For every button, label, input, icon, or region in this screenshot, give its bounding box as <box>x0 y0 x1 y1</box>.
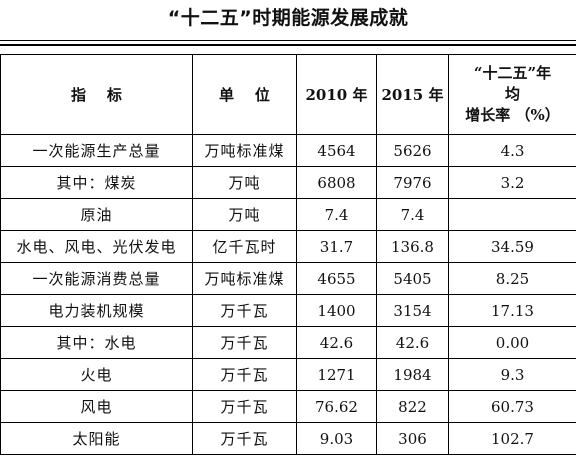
table-row: 一次能源消费总量 万吨标准煤 4655 5405 8.25 <box>0 262 576 295</box>
cell-value-2010: 42.6 <box>296 326 377 359</box>
cell-indicator: 一次能源生产总量 <box>0 134 193 167</box>
cell-value-2010: 4564 <box>296 134 377 167</box>
cell-value-2010: 76.62 <box>296 390 377 423</box>
cell-value-2010: 31.7 <box>296 230 377 263</box>
page-title: “十二五”时期能源发展成就 <box>167 7 409 29</box>
cell-indicator: 电力装机规模 <box>0 294 193 327</box>
header-unit: 单 位 <box>192 54 297 135</box>
table-row: 电力装机规模 万千瓦 1400 3154 17.13 <box>0 294 576 327</box>
cell-unit: 万千瓦 <box>192 422 297 455</box>
header-growth-line1: “十二五”年 <box>473 64 552 82</box>
table-row: 火电 万千瓦 1271 1984 9.3 <box>0 358 576 391</box>
energy-achievements-table: 指 标 单 位 2010 年 2015 年 “十二五”年 均 增长率 （%） 一… <box>0 54 576 455</box>
header-growth-line2: 均 <box>504 85 520 103</box>
cell-unit: 万千瓦 <box>192 294 297 327</box>
cell-value-2015: 136.8 <box>376 230 449 263</box>
cell-growth-rate: 102.7 <box>448 422 576 455</box>
header-indicator: 指 标 <box>0 54 193 135</box>
cell-value-2010: 6808 <box>296 166 377 199</box>
cell-unit: 亿千瓦时 <box>192 230 297 263</box>
table-row: 风电 万千瓦 76.62 822 60.73 <box>0 390 576 423</box>
cell-value-2015: 306 <box>376 422 449 455</box>
cell-growth-rate: 60.73 <box>448 390 576 423</box>
cell-growth-rate: 4.3 <box>448 134 576 167</box>
cell-unit: 万千瓦 <box>192 326 297 359</box>
cell-indicator: 原油 <box>0 198 193 231</box>
header-growth-line3: 增长率 （%） <box>465 106 560 124</box>
cell-indicator: 一次能源消费总量 <box>0 262 193 295</box>
cell-indicator: 其中：水电 <box>0 326 193 359</box>
title-divider-thin <box>0 40 576 41</box>
cell-value-2015: 3154 <box>376 294 449 327</box>
cell-value-2010: 1271 <box>296 358 377 391</box>
header-year-2015: 2015 年 <box>376 54 449 135</box>
cell-value-2010: 7.4 <box>296 198 377 231</box>
cell-unit: 万吨 <box>192 166 297 199</box>
cell-unit: 万吨标准煤 <box>192 262 297 295</box>
cell-unit: 万千瓦 <box>192 390 297 423</box>
table-header-row: 指 标 单 位 2010 年 2015 年 “十二五”年 均 增长率 （%） <box>0 54 576 135</box>
cell-value-2015: 5626 <box>376 134 449 167</box>
cell-value-2015: 5405 <box>376 262 449 295</box>
title-divider-thick <box>0 44 576 46</box>
cell-value-2015: 7976 <box>376 166 449 199</box>
table-row: 原油 万吨 7.4 7.4 <box>0 198 576 231</box>
cell-unit: 万吨标准煤 <box>192 134 297 167</box>
cell-indicator: 风电 <box>0 390 193 423</box>
table-body: 一次能源生产总量 万吨标准煤 4564 5626 4.3 其中：煤炭 万吨 6808 7976 3… <box>0 134 576 455</box>
table-row: 太阳能 万千瓦 9.03 306 102.7 <box>0 422 576 455</box>
cell-growth-rate: 9.3 <box>448 358 576 391</box>
cell-value-2015: 1984 <box>376 358 449 391</box>
header-year-2010: 2010 年 <box>296 54 377 135</box>
cell-growth-rate <box>448 198 576 231</box>
cell-indicator: 太阳能 <box>0 422 193 455</box>
cell-growth-rate: 0.00 <box>448 326 576 359</box>
cell-value-2010: 9.03 <box>296 422 377 455</box>
cell-growth-rate: 8.25 <box>448 262 576 295</box>
table-row: 其中：煤炭 万吨 6808 7976 3.2 <box>0 166 576 199</box>
table-row: 水电、风电、光伏发电 亿千瓦时 31.7 136.8 34.59 <box>0 230 576 263</box>
cell-value-2015: 822 <box>376 390 449 423</box>
cell-growth-rate: 3.2 <box>448 166 576 199</box>
cell-value-2010: 4655 <box>296 262 377 295</box>
cell-growth-rate: 17.13 <box>448 294 576 327</box>
cell-unit: 万千瓦 <box>192 358 297 391</box>
cell-value-2010: 1400 <box>296 294 377 327</box>
cell-indicator: 其中：煤炭 <box>0 166 193 199</box>
header-growth-rate: “十二五”年 均 增长率 （%） <box>448 54 576 135</box>
cell-value-2015: 42.6 <box>376 326 449 359</box>
table-row: 其中：水电 万千瓦 42.6 42.6 0.00 <box>0 326 576 359</box>
cell-unit: 万吨 <box>192 198 297 231</box>
cell-indicator: 火电 <box>0 358 193 391</box>
table-row: 一次能源生产总量 万吨标准煤 4564 5626 4.3 <box>0 134 576 167</box>
cell-growth-rate: 34.59 <box>448 230 576 263</box>
cell-value-2015: 7.4 <box>376 198 449 231</box>
cell-indicator: 水电、风电、光伏发电 <box>0 230 193 263</box>
